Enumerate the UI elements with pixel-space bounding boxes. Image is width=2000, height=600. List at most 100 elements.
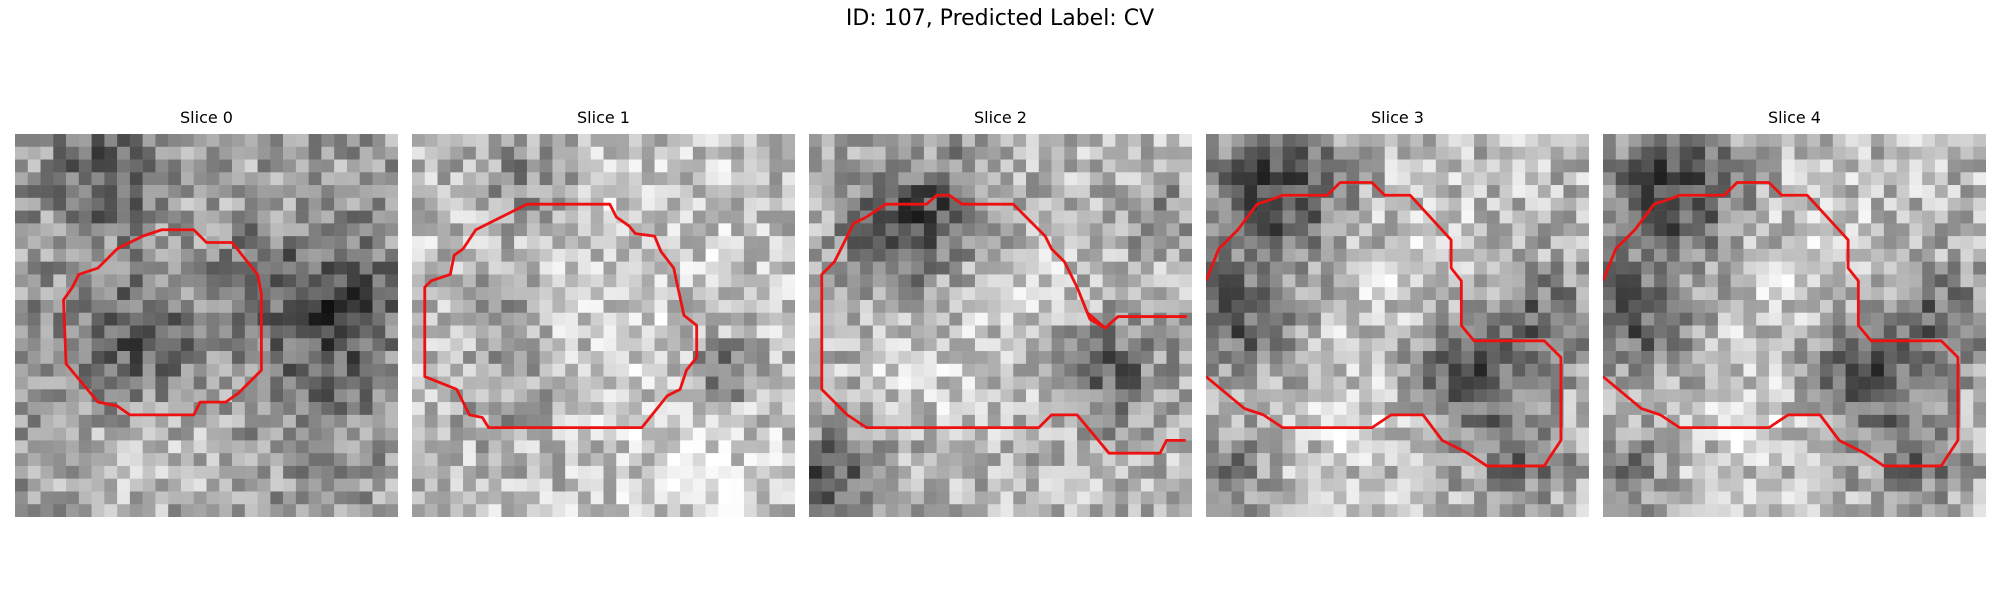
pixel [1512,491,1526,505]
pixel [1320,402,1334,416]
pixel [1654,172,1668,186]
pixel [1051,402,1065,416]
pixel [1794,312,1808,326]
pixel [1641,363,1655,377]
pixel [1064,363,1078,377]
pixel [15,248,29,262]
pixel [1832,274,1846,288]
pixel [1064,504,1078,517]
pixel [334,465,348,479]
pixel [949,172,963,186]
pixel [1768,376,1782,390]
pixel [936,491,950,505]
pixel [1000,223,1014,237]
pixel [1257,338,1271,352]
pixel [680,504,694,517]
pixel [577,274,591,288]
pixel [129,376,143,390]
pixel [1486,185,1500,199]
pixel [552,134,566,148]
pixel [860,402,874,416]
pixel [1474,351,1488,365]
pixel [450,325,464,339]
pixel [40,197,54,211]
pixel [78,134,92,148]
pixel [142,312,156,326]
pixel [539,134,553,148]
pixel [680,185,694,199]
pixel [1115,236,1129,250]
pixel [1692,197,1706,211]
pixel [1537,325,1551,339]
pixel [1166,185,1180,199]
pixel [1794,402,1808,416]
pixel [1257,159,1271,173]
pixel [834,223,848,237]
pixel [346,504,360,517]
pixel [219,351,233,365]
pixel [488,440,502,454]
pixel [1179,146,1192,160]
pixel [1615,185,1629,199]
pixel [1499,299,1513,313]
pixel [1282,134,1296,148]
pixel [15,223,29,237]
pixel [1257,427,1271,441]
pixel [463,363,477,377]
pixel [1435,402,1449,416]
pixel [1064,325,1078,339]
pixel [295,159,309,173]
pixel [1346,287,1360,301]
pixel [949,351,963,365]
pixel [1128,197,1142,211]
pixel [1269,299,1283,313]
pixel [1486,427,1500,441]
pixel [1231,414,1245,428]
pixel [809,453,823,467]
pixel [1153,325,1167,339]
pixel [1397,312,1411,326]
pixel [475,185,489,199]
pixel [437,197,451,211]
pixel [1218,338,1232,352]
pixel [1934,312,1948,326]
pixel [450,172,464,186]
pixel [180,210,194,224]
pixel [206,274,220,288]
pixel [1102,491,1116,505]
pixel [463,197,477,211]
pixel [1257,363,1271,377]
pixel [91,159,105,173]
pixel [552,440,566,454]
pixel [155,453,169,467]
pixel [1218,351,1232,365]
pixel [616,223,630,237]
pixel [1026,402,1040,416]
pixel [1525,159,1539,173]
pixel [692,414,706,428]
pixel [53,134,67,148]
pixel [1295,351,1309,365]
pixel [860,440,874,454]
pixel [1397,376,1411,390]
pixel [1628,248,1642,262]
pixel [974,389,988,403]
pixel [629,312,643,326]
pixel [334,312,348,326]
pixel [1679,159,1693,173]
pixel [769,325,783,339]
pixel [1077,376,1091,390]
pixel [1576,287,1589,301]
pixel [257,351,271,365]
pixel [514,478,528,492]
pixel [15,376,29,390]
pixel [1206,185,1220,199]
pixel [1896,134,1910,148]
pixel [385,223,398,237]
pixel [847,274,861,288]
pixel [1768,363,1782,377]
pixel [809,402,823,416]
pixel [1947,287,1961,301]
pixel [962,299,976,313]
pixel [1922,414,1936,428]
